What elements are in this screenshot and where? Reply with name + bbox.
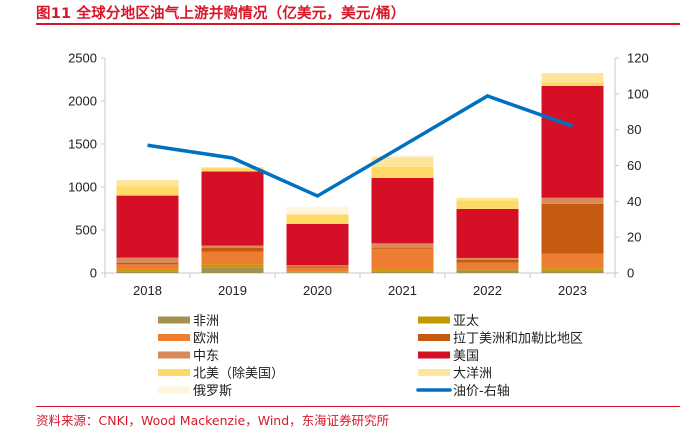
left-tick-label: 1000 <box>68 180 97 195</box>
bar-segment <box>541 253 604 269</box>
bar-segment <box>201 264 264 268</box>
bar-segment <box>371 243 434 248</box>
right-tick-label: 0 <box>627 266 634 281</box>
bar-segment <box>201 171 264 246</box>
legend-swatch <box>418 334 450 341</box>
legend-label: 非洲 <box>193 314 219 329</box>
legend-label: 北美（除美国） <box>193 367 284 382</box>
legend-swatch <box>158 369 190 376</box>
legend-swatch <box>158 316 190 324</box>
bar-segment <box>541 82 604 86</box>
bar-segment <box>116 180 179 187</box>
bar-segment <box>286 271 349 273</box>
bar-segment <box>371 177 434 244</box>
bar-segment <box>456 208 519 258</box>
left-tick-label: 1500 <box>68 137 97 152</box>
title-underline <box>36 23 680 25</box>
x-tick-label: 2021 <box>388 283 417 298</box>
x-tick-label: 2019 <box>218 283 247 298</box>
legend-label: 俄罗斯 <box>193 384 232 399</box>
x-tick-label: 2020 <box>303 283 332 298</box>
legend-label: 中东 <box>193 349 219 364</box>
bar-segment <box>286 265 349 267</box>
bar-segment <box>201 167 264 169</box>
left-tick-label: 0 <box>90 266 97 281</box>
bar-segment <box>456 269 519 271</box>
bar-segment <box>201 267 264 273</box>
source-note: 资料来源：CNKI，Wood Mackenzie，Wind，东海证券研究所 <box>36 413 390 428</box>
legend-label: 亚太 <box>453 314 479 329</box>
bar-segment <box>286 214 349 224</box>
legend-label: 欧洲 <box>193 332 219 347</box>
bar-segment <box>456 259 519 263</box>
left-tick-label: 500 <box>75 223 97 238</box>
bar-segment <box>201 251 264 265</box>
bar-segment <box>286 206 349 215</box>
legend-swatch <box>418 351 450 359</box>
figure-title: 图11 全球分地区油气上游并购情况（亿美元，美元/桶） <box>36 6 406 22</box>
legend-swatch <box>158 386 190 394</box>
bar-segment <box>456 262 519 270</box>
bar-segment <box>286 266 349 268</box>
x-tick-label: 2023 <box>558 283 587 298</box>
bar-segment <box>541 85 604 198</box>
bar-segment <box>286 267 349 272</box>
source-rule <box>36 406 680 407</box>
oil-price-line <box>147 94 574 198</box>
legend-swatch <box>418 369 450 376</box>
bar-segment <box>286 223 349 266</box>
bar-segment <box>371 247 434 249</box>
bar-segment <box>116 264 179 270</box>
bar-segment <box>201 168 264 172</box>
bar-segment <box>371 248 434 270</box>
bar-segment <box>541 197 604 204</box>
legend-label: 油价-右轴 <box>453 384 510 399</box>
bar-segment <box>116 269 179 272</box>
right-tick-label: 60 <box>627 158 641 173</box>
right-tick-label: 120 <box>627 51 649 66</box>
legend-swatch <box>158 334 190 341</box>
bar-segment <box>371 271 434 273</box>
bar-segment <box>116 186 179 196</box>
bar-segment <box>371 166 434 178</box>
x-tick-label: 2018 <box>133 283 162 298</box>
bar-segment <box>456 197 519 201</box>
legend-label: 大洋洲 <box>453 367 492 382</box>
right-tick-label: 80 <box>627 122 641 137</box>
bar-segment <box>116 195 179 258</box>
left-tick-label: 2500 <box>68 51 97 66</box>
bar-segment <box>116 271 179 273</box>
bar-segment <box>201 245 264 248</box>
right-tick-label: 40 <box>627 194 641 209</box>
bar-segment <box>456 270 519 273</box>
bar-segment <box>371 156 434 167</box>
bar-segment <box>456 257 519 260</box>
legend-swatch <box>418 316 450 324</box>
left-tick-label: 2000 <box>68 94 97 109</box>
bar-segment <box>541 268 604 271</box>
bar-segment <box>541 73 604 83</box>
bar-segment <box>371 269 434 272</box>
legend-label: 拉丁美洲和加勒比地区 <box>453 332 583 347</box>
bar-segment <box>541 203 604 254</box>
bar-segment <box>116 262 179 265</box>
legend-swatch <box>158 351 190 359</box>
bar-segment <box>116 257 179 263</box>
x-tick-label: 2022 <box>473 283 502 298</box>
bar-segment <box>541 270 604 273</box>
right-tick-label: 20 <box>627 230 641 245</box>
bar-segment <box>371 155 434 157</box>
bar-segment <box>201 247 264 252</box>
right-tick-label: 100 <box>627 86 649 101</box>
legend-label: 美国 <box>453 349 479 364</box>
bar-segment <box>286 272 349 273</box>
bar-segment <box>456 200 519 209</box>
